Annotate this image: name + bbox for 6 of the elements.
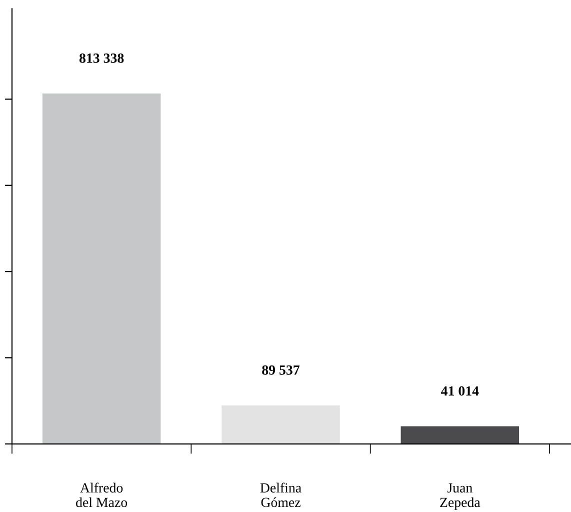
data-label: 41 014: [441, 386, 479, 396]
data-label: 813 338: [79, 53, 124, 63]
x-tick-label: Delfina Gómez: [260, 482, 302, 508]
data-label: 89 537: [262, 365, 300, 375]
x-tick-label: Juan Zepeda: [440, 483, 480, 510]
x-tick-label: Alfredo del Mazo: [76, 482, 128, 508]
